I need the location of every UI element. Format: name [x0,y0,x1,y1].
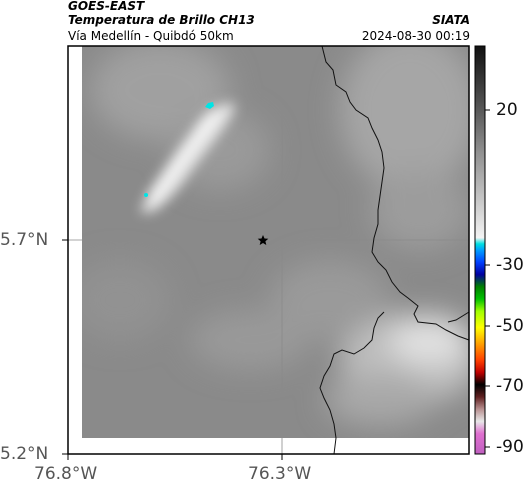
lat-tick-label: 5.7°N [0,230,49,250]
city-star-marker [257,235,269,245]
agency-label: SIATA [432,13,470,27]
cold-cloud-dot [144,193,148,197]
lon-tick-label: 76.3°W [248,464,312,484]
border-line-north [321,45,470,341]
colorbar-tick-label: -50 [496,316,524,336]
colorbar-tick-label: -90 [496,437,524,457]
border-line-south [319,311,470,455]
colorbar [474,45,486,455]
region-label: Vía Medellín - Quibdó 50km [68,29,234,43]
colorbar-tick-label: -70 [496,376,524,396]
map-border [67,45,470,455]
lon-tick-label: 76.8°W [34,464,98,484]
product-title: Temperatura de Brillo CH13 [68,13,255,27]
satellite-image [82,46,469,438]
datetime-label: 2024-08-30 00:19 [361,29,470,43]
colorbar-tick-label: -30 [496,255,524,275]
satellite-label: GOES-EAST [68,0,145,13]
lat-tick-label: 5.2°N [0,444,49,464]
colorbar-tick-label: 20 [496,100,518,120]
cold-cloud-patch [205,102,214,109]
